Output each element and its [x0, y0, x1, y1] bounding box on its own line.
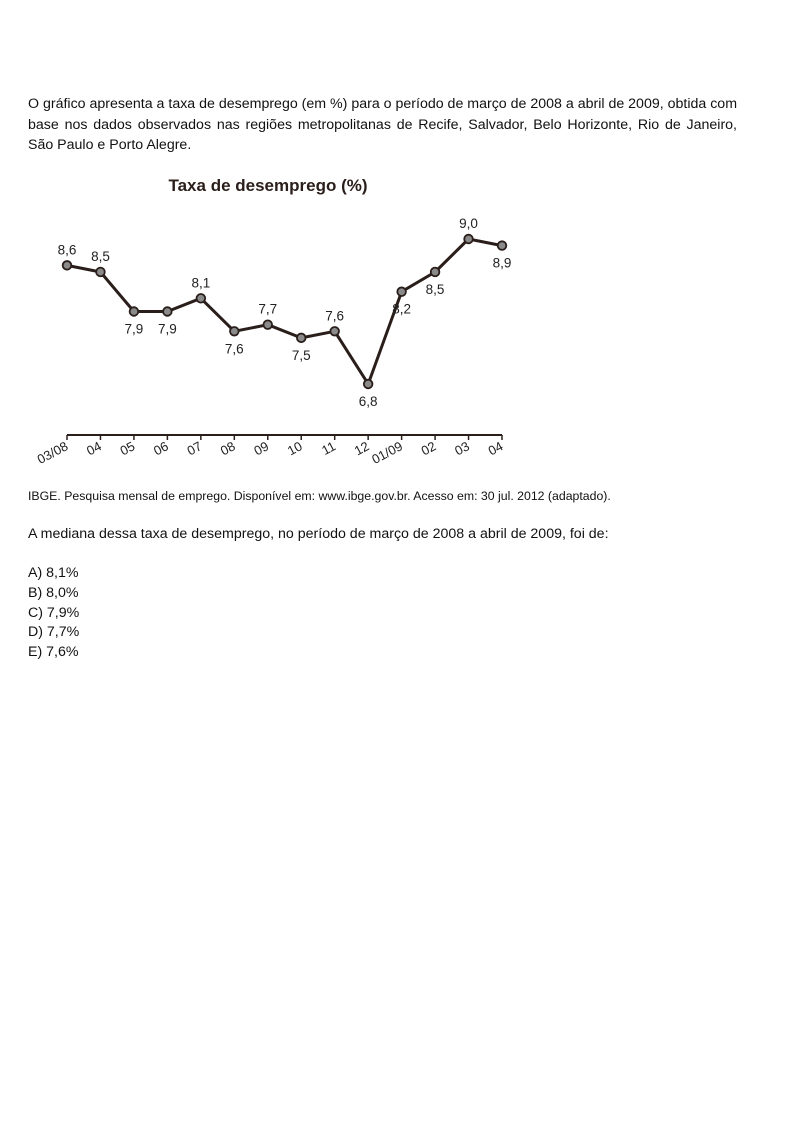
source-citation: IBGE. Pesquisa mensal de emprego. Dispon…: [28, 489, 611, 503]
unemployment-chart: Taxa de desemprego (%) 03/08 04 05 06 07 08 09…: [0, 0, 794, 500]
data-point: [429, 266, 441, 278]
data-label: 7,9: [125, 322, 144, 337]
data-point: [463, 233, 474, 245]
data-point: [496, 240, 508, 251]
data-point: [396, 286, 407, 297]
data-point: [229, 326, 240, 337]
data-point: [128, 306, 140, 317]
data-label: 7,5: [292, 348, 311, 363]
series-line-layer: [66, 237, 503, 386]
data-label: 8,2: [392, 302, 411, 317]
x-tick-label: 06: [151, 438, 171, 458]
data-label: 7,9: [158, 322, 177, 337]
marker-layer: [61, 233, 508, 390]
x-tick-label: 10: [285, 438, 305, 458]
option-c[interactable]: C) 7,9%: [28, 604, 80, 621]
x-tick-label: 12: [352, 438, 372, 458]
x-tick-label: 05: [118, 438, 138, 458]
x-tick-label: 09: [251, 438, 271, 458]
x-tick-label: 04: [486, 438, 506, 458]
intro-paragraph: O gráfico apresenta a taxa de desemprego…: [28, 96, 738, 153]
x-tick-label: 01/09: [369, 438, 405, 467]
x-tick-label: 11: [319, 438, 338, 458]
x-tick-label: 02: [419, 438, 439, 458]
option-e[interactable]: E) 7,6%: [28, 644, 79, 661]
data-point: [61, 260, 73, 271]
option-b[interactable]: B) 8,0%: [28, 584, 79, 601]
chart-title: Taxa de desemprego (%): [168, 176, 367, 195]
x-tick-label: 03/08: [35, 438, 71, 467]
data-label: 8,9: [493, 256, 512, 271]
option-a[interactable]: A) 8,1%: [28, 565, 79, 581]
answer-options: A) 8,1% B) 8,0% C) 7,9% D) 7,7% E) 7,6%: [28, 564, 79, 663]
data-label-layer: 8,6 8,5 7,9 7,9 8,1 7,6 7,7 7,5 7,6 6,8 8,2 8,5 9,0 8…: [58, 216, 512, 409]
data-label: 8,5: [91, 249, 110, 264]
data-label: 7,6: [325, 308, 344, 323]
series-line: [66, 237, 503, 386]
data-label: 6,8: [359, 394, 378, 409]
data-point: [296, 332, 307, 344]
chart-svg: Taxa de desemprego (%) 03/08 04 05 06 07 08 09…: [35, 176, 512, 467]
x-tick-label: 04: [84, 438, 104, 458]
question-text: A mediana dessa taxa de desemprego, no p…: [28, 526, 609, 542]
data-point: [329, 326, 340, 337]
data-label: 8,1: [191, 275, 210, 290]
data-label: 8,5: [426, 282, 445, 297]
data-label: 8,6: [58, 242, 77, 257]
x-tick-label: 08: [218, 438, 238, 458]
option-d[interactable]: D) 7,7%: [28, 624, 80, 641]
data-label: 7,6: [225, 341, 244, 356]
data-point: [195, 293, 207, 304]
data-point: [262, 319, 273, 330]
x-tick-label: 03: [452, 438, 472, 458]
data-point: [362, 378, 374, 390]
data-point: [95, 266, 106, 278]
data-label: 7,7: [258, 302, 277, 317]
x-tick-label: 07: [184, 438, 204, 458]
data-label: 9,0: [459, 216, 478, 231]
data-point: [162, 306, 173, 317]
